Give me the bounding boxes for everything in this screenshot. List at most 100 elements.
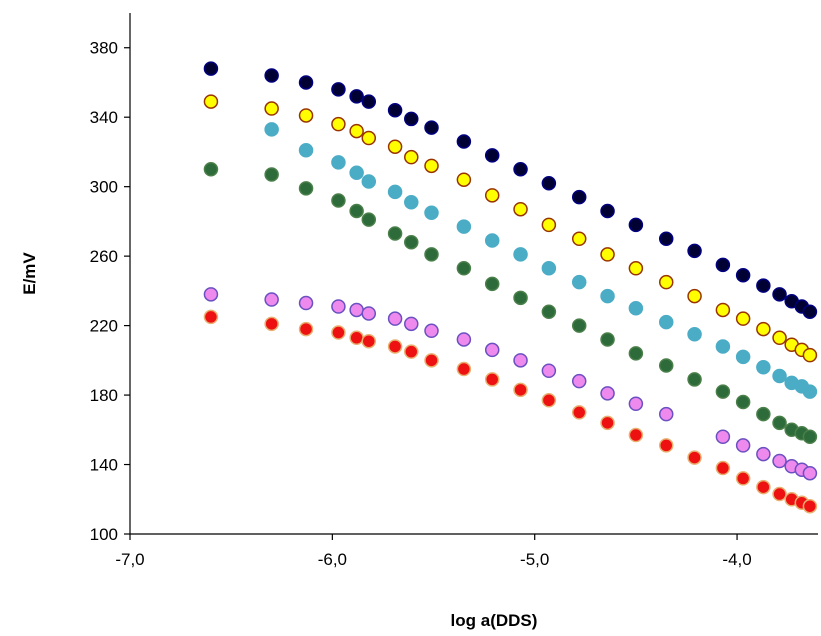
data-point <box>456 261 472 276</box>
data-point <box>484 276 500 292</box>
data-point <box>349 203 364 219</box>
data-point <box>715 302 731 318</box>
data-point <box>600 386 615 401</box>
data-point <box>264 167 279 182</box>
data-point <box>756 406 771 422</box>
data-point <box>600 203 615 219</box>
data-point <box>456 134 472 149</box>
y-axis-ticks: 100 140 180 220 260 300 340 380 <box>90 39 130 544</box>
data-point <box>735 311 751 326</box>
data-point <box>571 373 587 389</box>
y-tick-label: 180 <box>90 386 118 405</box>
data-point <box>715 384 731 399</box>
data-point <box>658 314 674 330</box>
data-point <box>349 89 364 104</box>
data-point <box>331 325 346 340</box>
data-point <box>772 486 787 502</box>
data-point <box>802 465 818 481</box>
x-axis-ticks: -7,0 -6,0 -5,0 -4,0 <box>115 534 752 569</box>
data-point <box>484 342 500 358</box>
data-point <box>387 184 403 200</box>
data-point <box>628 300 644 316</box>
y-tick-label: 300 <box>90 178 118 197</box>
data-point <box>735 349 751 365</box>
data-point <box>349 165 364 181</box>
data-point <box>571 189 587 205</box>
data-point <box>424 158 439 174</box>
data-point <box>658 438 674 453</box>
y-axis-title: E/mV <box>20 252 39 295</box>
data-point <box>756 278 771 293</box>
data-point <box>484 188 500 203</box>
data-point <box>687 288 702 304</box>
data-point <box>571 405 587 420</box>
data-point <box>600 247 615 262</box>
series-1 <box>203 61 818 319</box>
data-point <box>658 231 674 247</box>
data-point <box>331 193 346 208</box>
data-point <box>715 429 731 444</box>
data-point <box>298 181 314 196</box>
y-tick-label: 340 <box>90 108 118 127</box>
data-point <box>298 321 314 337</box>
data-point <box>404 195 419 210</box>
data-point <box>331 116 346 132</box>
data-point <box>404 149 419 165</box>
data-point <box>404 234 419 250</box>
data-point <box>513 382 528 398</box>
data-point <box>298 108 314 123</box>
data-point <box>404 344 419 359</box>
data-point <box>424 120 439 135</box>
data-point <box>772 368 787 384</box>
data-point <box>203 287 219 302</box>
series-6 <box>203 309 818 514</box>
data-point <box>203 94 219 109</box>
data-point <box>571 274 587 290</box>
y-tick-label: 220 <box>90 317 118 336</box>
data-point <box>424 205 439 220</box>
data-point <box>361 94 377 109</box>
data-point <box>264 68 279 83</box>
data-point <box>349 123 364 139</box>
data-point <box>456 361 472 377</box>
data-point <box>687 327 702 342</box>
x-tick-label: -7,0 <box>115 550 144 569</box>
data-point <box>802 347 818 363</box>
data-point <box>387 139 403 154</box>
data-point <box>658 274 674 290</box>
data-point <box>687 450 702 465</box>
data-point <box>541 175 557 191</box>
data-point <box>349 330 364 346</box>
y-tick-label: 380 <box>90 39 118 58</box>
data-point <box>658 406 674 422</box>
data-point <box>802 304 818 319</box>
data-point <box>387 311 403 326</box>
data-point <box>203 61 219 76</box>
data-point <box>802 429 818 444</box>
data-point <box>628 217 644 233</box>
data-point <box>349 302 364 318</box>
data-point <box>387 103 403 118</box>
data-point <box>735 394 751 410</box>
data-point <box>541 304 557 319</box>
data-point <box>331 82 346 97</box>
data-point <box>298 142 314 158</box>
x-tick-label: -6,0 <box>318 550 347 569</box>
data-point <box>628 427 644 443</box>
data-point <box>424 247 439 262</box>
data-point <box>687 372 702 387</box>
data-point <box>331 299 346 314</box>
data-point <box>264 122 279 137</box>
data-point <box>424 353 439 368</box>
series-4 <box>203 162 818 444</box>
data-point <box>361 130 377 146</box>
data-point <box>264 316 279 332</box>
data-point <box>484 148 500 163</box>
data-point <box>484 233 500 248</box>
data-point <box>456 332 472 347</box>
data-point <box>298 295 314 311</box>
data-point <box>513 290 528 306</box>
data-point <box>541 393 557 408</box>
data-point <box>404 316 419 332</box>
data-point <box>264 101 279 116</box>
